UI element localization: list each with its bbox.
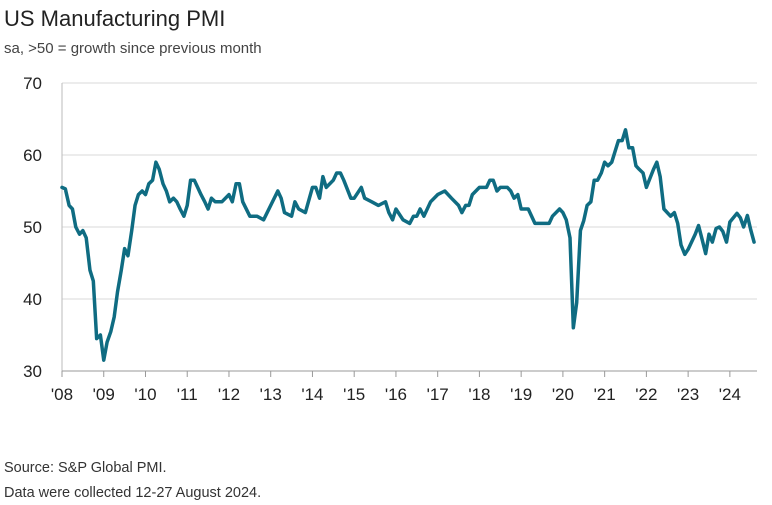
x-tick-label: '13 bbox=[260, 385, 282, 404]
y-tick-label: 50 bbox=[23, 218, 42, 237]
x-tick-label: '20 bbox=[552, 385, 574, 404]
x-tick-label: '15 bbox=[343, 385, 365, 404]
x-tick-label: '18 bbox=[468, 385, 490, 404]
y-tick-label: 40 bbox=[23, 290, 42, 309]
source-note: Source: S&P Global PMI. bbox=[4, 460, 167, 476]
collection-note: Data were collected 12-27 August 2024. bbox=[4, 485, 261, 501]
x-tick-label: '17 bbox=[427, 385, 449, 404]
x-tick-label: '21 bbox=[594, 385, 616, 404]
x-tick-label: '11 bbox=[177, 385, 198, 404]
y-tick-label: 60 bbox=[23, 146, 42, 165]
x-tick-label: '16 bbox=[385, 385, 407, 404]
x-tick-label: '14 bbox=[301, 385, 323, 404]
x-tick-label: '12 bbox=[218, 385, 240, 404]
x-tick-label: '09 bbox=[93, 385, 115, 404]
x-tick-label: '10 bbox=[134, 385, 156, 404]
chart-title: US Manufacturing PMI bbox=[4, 6, 225, 31]
y-tick-label: 30 bbox=[23, 362, 42, 381]
x-tick-label: '22 bbox=[635, 385, 657, 404]
x-tick-label: '19 bbox=[510, 385, 532, 404]
pmi-line bbox=[60, 128, 756, 362]
chart-subtitle: sa, >50 = growth since previous month bbox=[4, 40, 262, 57]
y-tick-label: 70 bbox=[23, 74, 42, 93]
x-tick-label: '23 bbox=[677, 385, 699, 404]
x-tick-label: '08 bbox=[51, 385, 73, 404]
x-tick-label: '24 bbox=[719, 385, 741, 404]
